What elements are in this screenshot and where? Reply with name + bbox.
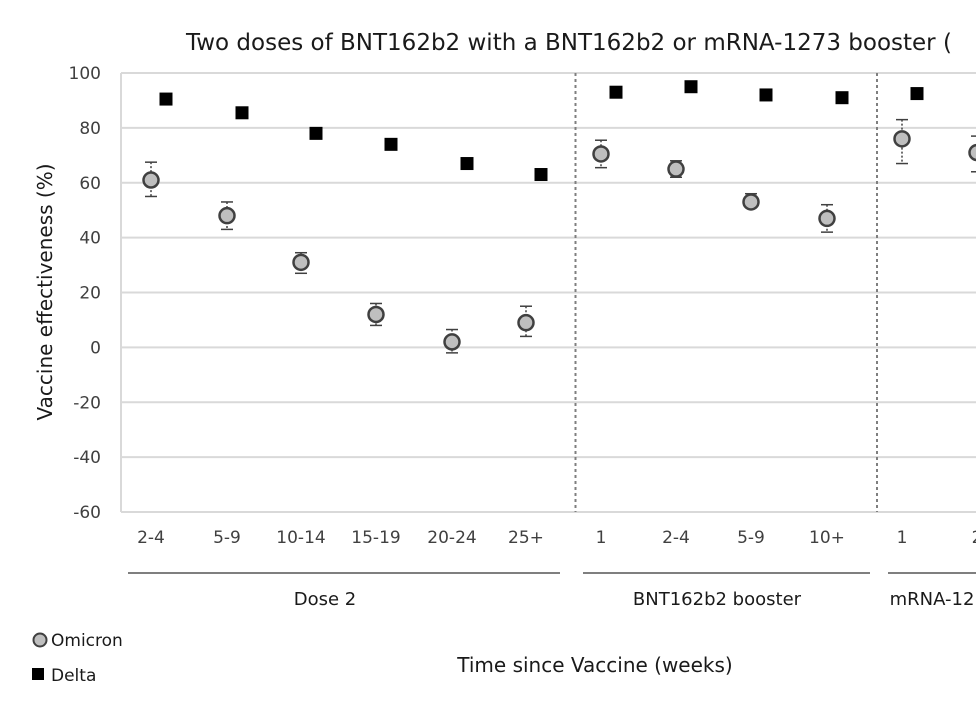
omicron-point (292, 253, 310, 272)
y-axis-title: Vaccine effectiveness (%) (33, 164, 57, 421)
x-tick-label: 1 (897, 528, 908, 548)
x-tick-label: 5-9 (737, 528, 765, 548)
x-axis-title: Time since Vaccine (weeks) (456, 653, 732, 677)
delta-point (684, 80, 698, 94)
y-tick-label: 20 (79, 284, 101, 304)
y-tick-label: 40 (79, 229, 101, 249)
x-tick-label: 2 (972, 528, 976, 548)
group-separators (574, 73, 878, 512)
delta-point (309, 126, 323, 140)
group-labels: Dose 2 BNT162b2 booster mRNA-12 (128, 572, 976, 610)
omicron-point (592, 145, 610, 163)
y-tick-label: -40 (73, 448, 101, 468)
x-tick-label: 2-4 (137, 528, 165, 548)
x-tick-label: 2-4 (662, 528, 690, 548)
legend-omicron-label: Omicron (51, 631, 123, 651)
delta-point (384, 137, 398, 151)
omicron-point (893, 130, 911, 148)
group-label: BNT162b2 booster (633, 589, 802, 610)
y-tick-label: 60 (79, 174, 101, 194)
x-tick-labels: 2-4 5-9 10-14 15-19 20-24 25+ 1 2-4 5-9 10+ 1 2 (137, 528, 976, 548)
omicron-point (968, 143, 976, 162)
omicron-point (218, 206, 236, 225)
x-tick-label: 5-9 (213, 528, 241, 548)
x-tick-label: 10+ (809, 528, 845, 548)
legend: Omicron Delta (32, 631, 123, 686)
legend-delta-label: Delta (51, 666, 96, 686)
delta-point (835, 91, 849, 105)
x-tick-label: 25+ (508, 528, 544, 548)
y-tick-label: -60 (73, 503, 101, 523)
y-tick-label: 80 (79, 119, 101, 139)
chart-title: Two doses of BNT162b2 with a BNT162b2 or… (185, 30, 952, 56)
delta-point (534, 168, 548, 182)
y-tick-label: 100 (69, 64, 101, 84)
group-label: mRNA-12 (890, 589, 975, 610)
error-bars (145, 118, 976, 354)
legend-omicron-marker (32, 632, 48, 648)
delta-point (235, 106, 249, 120)
y-tick-labels: -60 -40 -20 0 20 40 60 80 100 (69, 64, 101, 523)
omicron-point (742, 193, 760, 211)
omicron-point (517, 313, 535, 332)
omicron-point (142, 171, 160, 189)
y-tick-label: -20 (73, 393, 101, 413)
omicron-point (367, 305, 385, 324)
x-tick-label: 20-24 (427, 528, 476, 548)
delta-point (609, 85, 623, 99)
omicron-point (667, 160, 685, 178)
gridlines (120, 72, 976, 513)
delta-point (759, 88, 773, 102)
delta-point (910, 87, 924, 101)
data-points (142, 80, 976, 351)
x-tick-label: 1 (596, 528, 607, 548)
legend-delta-marker (32, 668, 44, 680)
delta-point (159, 92, 173, 106)
omicron-point (443, 333, 461, 351)
omicron-point (818, 209, 836, 228)
x-tick-label: 10-14 (276, 528, 325, 548)
x-tick-label: 15-19 (351, 528, 400, 548)
delta-point (460, 157, 474, 171)
group-label: Dose 2 (294, 589, 357, 610)
y-tick-label: 0 (90, 338, 101, 358)
